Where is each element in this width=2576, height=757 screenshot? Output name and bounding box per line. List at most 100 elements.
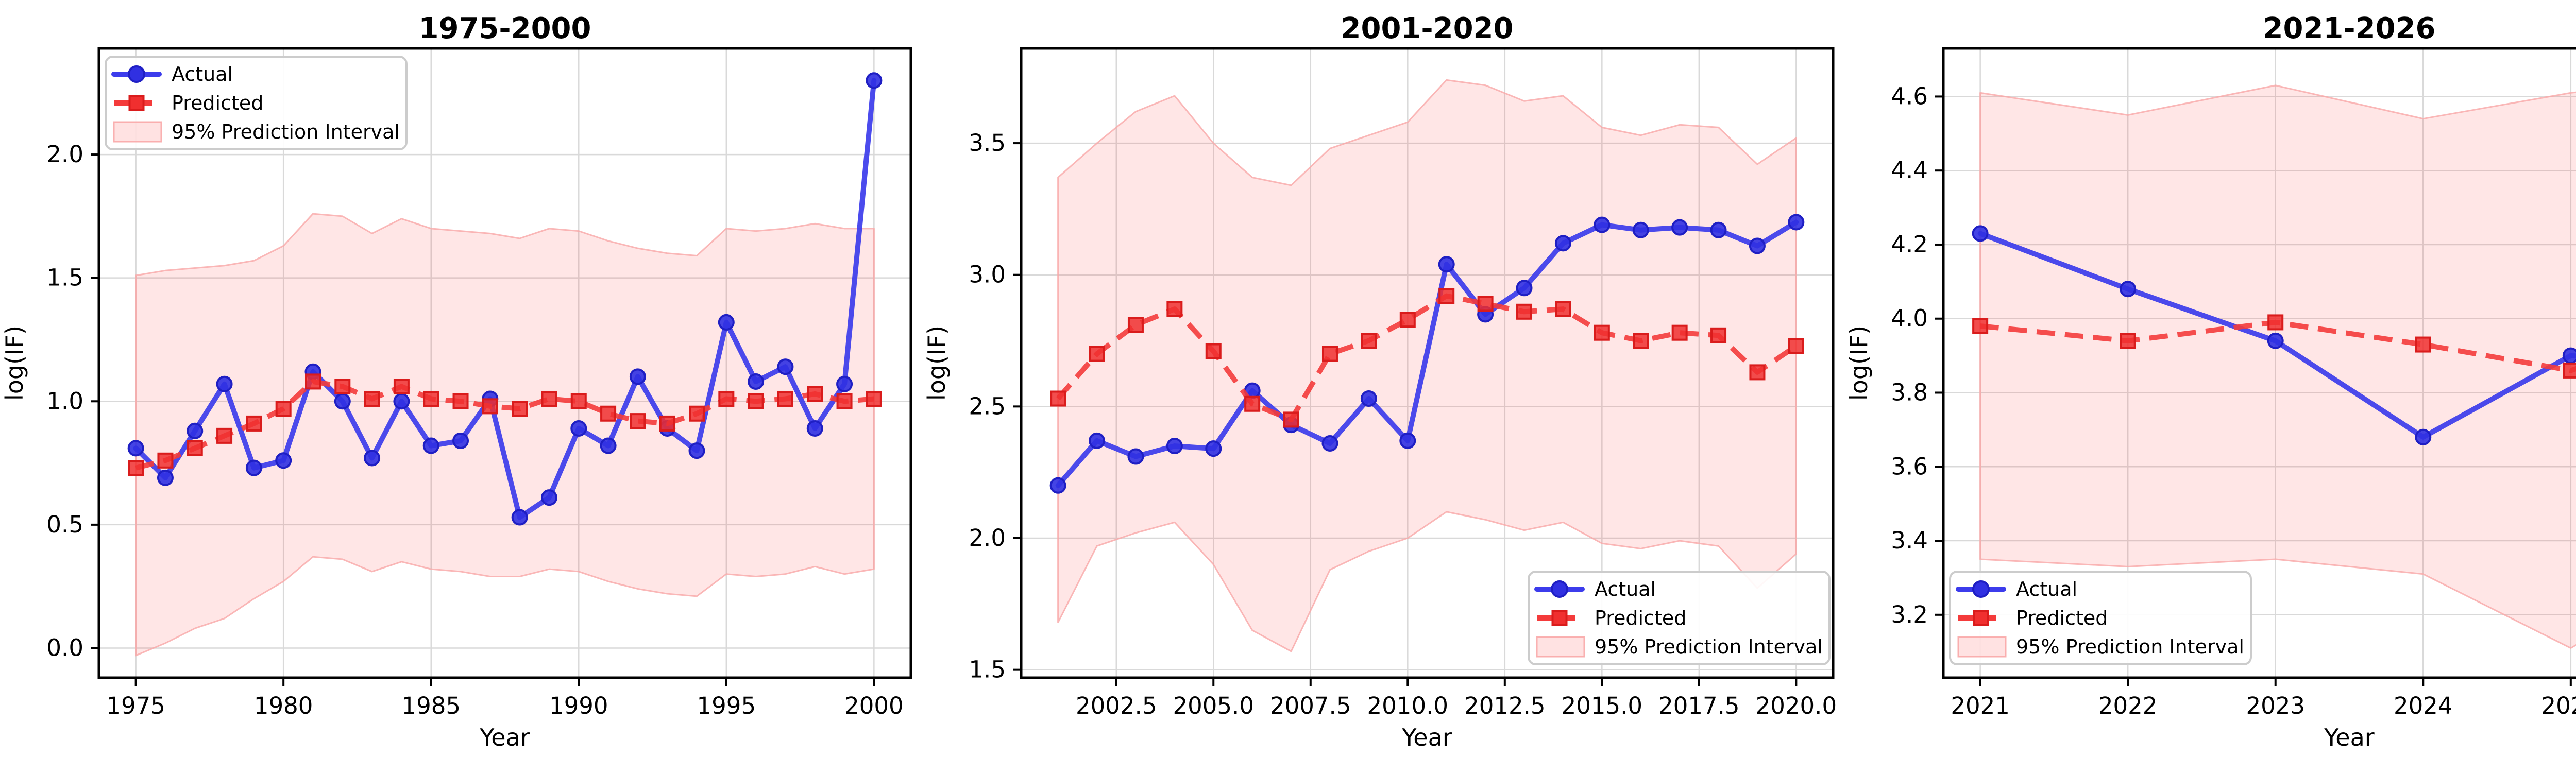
predicted-marker (334, 378, 351, 395)
predicted-marker (836, 393, 853, 409)
actual-marker (216, 375, 233, 392)
y-tick-label: 3.8 (1891, 379, 1928, 406)
predicted-marker (1244, 395, 1261, 412)
prediction-interval-polygon (1057, 79, 1797, 652)
predicted-series (1050, 288, 1804, 428)
predicted-marker (2267, 314, 2284, 331)
y-tick-label: 4.4 (1891, 157, 1928, 184)
x-tick-label: 2000 (844, 692, 904, 719)
actual-marker (187, 422, 204, 439)
legend-actual-marker-icon (1972, 580, 1990, 598)
predicted-marker (1671, 324, 1688, 341)
y-tick-label: 0.0 (46, 634, 83, 661)
actual-marker (1321, 435, 1338, 452)
subplot-2001-2020: 2002.5 2005.0 2007.5 2010.0 2012.5 2015.0 2017… (923, 12, 1837, 751)
predicted-marker (659, 415, 675, 432)
y-tick-label: 3.0 (969, 261, 1006, 288)
predicted-marker (748, 393, 764, 409)
x-tick-label: 2002.5 (1076, 692, 1157, 719)
legend-predicted-label: Predicted (2016, 607, 2108, 629)
x-tick-label: 2024 (2394, 692, 2453, 719)
actual-marker (1049, 477, 1066, 494)
legend: Actual Predicted 95% Prediction Interval (1528, 571, 1831, 665)
legend-item-interval: 95% Prediction Interval (113, 121, 400, 143)
legend-box (1949, 571, 2252, 665)
legend-predicted-marker-icon (128, 95, 145, 111)
x-tick-label: 2021 (1951, 692, 2010, 719)
predicted-marker (689, 405, 705, 422)
y-axis: 1.5 2.0 2.5 3.0 3.5 (969, 129, 1021, 683)
predicted-marker (246, 415, 262, 432)
predicted-marker (393, 378, 410, 395)
legend-actual-label: Actual (1595, 578, 1656, 600)
actual-marker (393, 393, 410, 410)
actual-marker (718, 314, 735, 331)
actual-marker (1554, 235, 1571, 252)
actual-line (1977, 231, 2576, 440)
predicted-marker (1710, 327, 1727, 343)
x-tick-label: 1995 (697, 692, 756, 719)
actual-marker (2415, 428, 2432, 445)
prediction-interval-band (1979, 84, 2576, 649)
axis-spines (1942, 47, 2576, 679)
y-tick-label: 1.0 (46, 387, 83, 415)
legend: Actual Predicted 95% Prediction Interval (1949, 571, 2252, 665)
x-tick-label: 2023 (2246, 692, 2305, 719)
predicted-marker (1399, 312, 1416, 328)
predicted-marker (1972, 318, 1989, 334)
predicted-marker (157, 452, 174, 469)
predicted-marker (512, 401, 528, 417)
predicted-marker (1361, 333, 1377, 349)
x-tick-label: 1985 (401, 692, 461, 719)
prediction-interval-polygon (135, 213, 875, 657)
actual-marker (2267, 332, 2284, 349)
y-tick-label: 3.2 (1891, 601, 1928, 628)
prediction-interval-polygon (1979, 84, 2576, 649)
x-axis-label: Year (2324, 724, 2374, 751)
actual-marker (2562, 347, 2576, 364)
predicted-marker (600, 405, 617, 422)
x-axis-label: Year (479, 724, 530, 751)
actual-marker (334, 393, 351, 410)
predicted-marker (304, 373, 321, 390)
predicted-series (128, 373, 882, 476)
x-axis: 1975 1980 1985 1990 1995 2000 (106, 678, 904, 719)
actual-marker (127, 440, 144, 457)
predicted-marker (1205, 343, 1222, 359)
y-tick-label: 2.0 (46, 141, 83, 168)
legend: Actual Predicted 95% Prediction Interval (105, 56, 408, 150)
actual-marker (1127, 448, 1144, 465)
legend-item-interval: 95% Prediction Interval (1536, 635, 1823, 658)
x-tick-label: 2025 (2541, 692, 2576, 719)
legend-interval-swatch-icon (1536, 636, 1585, 658)
legend-interval-swatch-icon (113, 121, 162, 143)
actual-marker (1671, 219, 1688, 236)
y-axis-label: log(IF) (1845, 325, 1873, 401)
actual-marker (836, 375, 853, 392)
legend-actual-label: Actual (172, 63, 233, 85)
y-axis: 0.0 0.5 1.0 1.5 2.0 (46, 141, 99, 661)
predicted-marker (1555, 301, 1571, 317)
plot-title: 1975-2000 (419, 12, 591, 45)
legend-item-actual: Actual (1534, 578, 1656, 600)
y-tick-label: 1.5 (46, 264, 83, 291)
subplot-2021-2026: 2021202220232024202520263.23.43.63.84.04… (1845, 12, 2576, 751)
legend-box (1528, 571, 1831, 665)
legend-actual-marker-icon (1551, 580, 1568, 598)
x-tick-label: 2020.0 (1756, 692, 1837, 719)
actual-marker (1166, 438, 1183, 455)
legend-box (105, 56, 408, 150)
actual-marker (1399, 432, 1416, 449)
x-tick-label: 2010.0 (1367, 692, 1448, 719)
x-tick-label: 2012.5 (1464, 692, 1545, 719)
actual-marker (866, 72, 883, 89)
actual-marker (275, 452, 292, 469)
predicted-marker (1127, 317, 1144, 333)
actual-marker (570, 420, 587, 437)
y-tick-label: 4.0 (1891, 305, 1928, 332)
actual-marker (1710, 221, 1727, 238)
actual-marker (1438, 256, 1455, 273)
legend-item-predicted: Predicted (1958, 607, 2108, 629)
